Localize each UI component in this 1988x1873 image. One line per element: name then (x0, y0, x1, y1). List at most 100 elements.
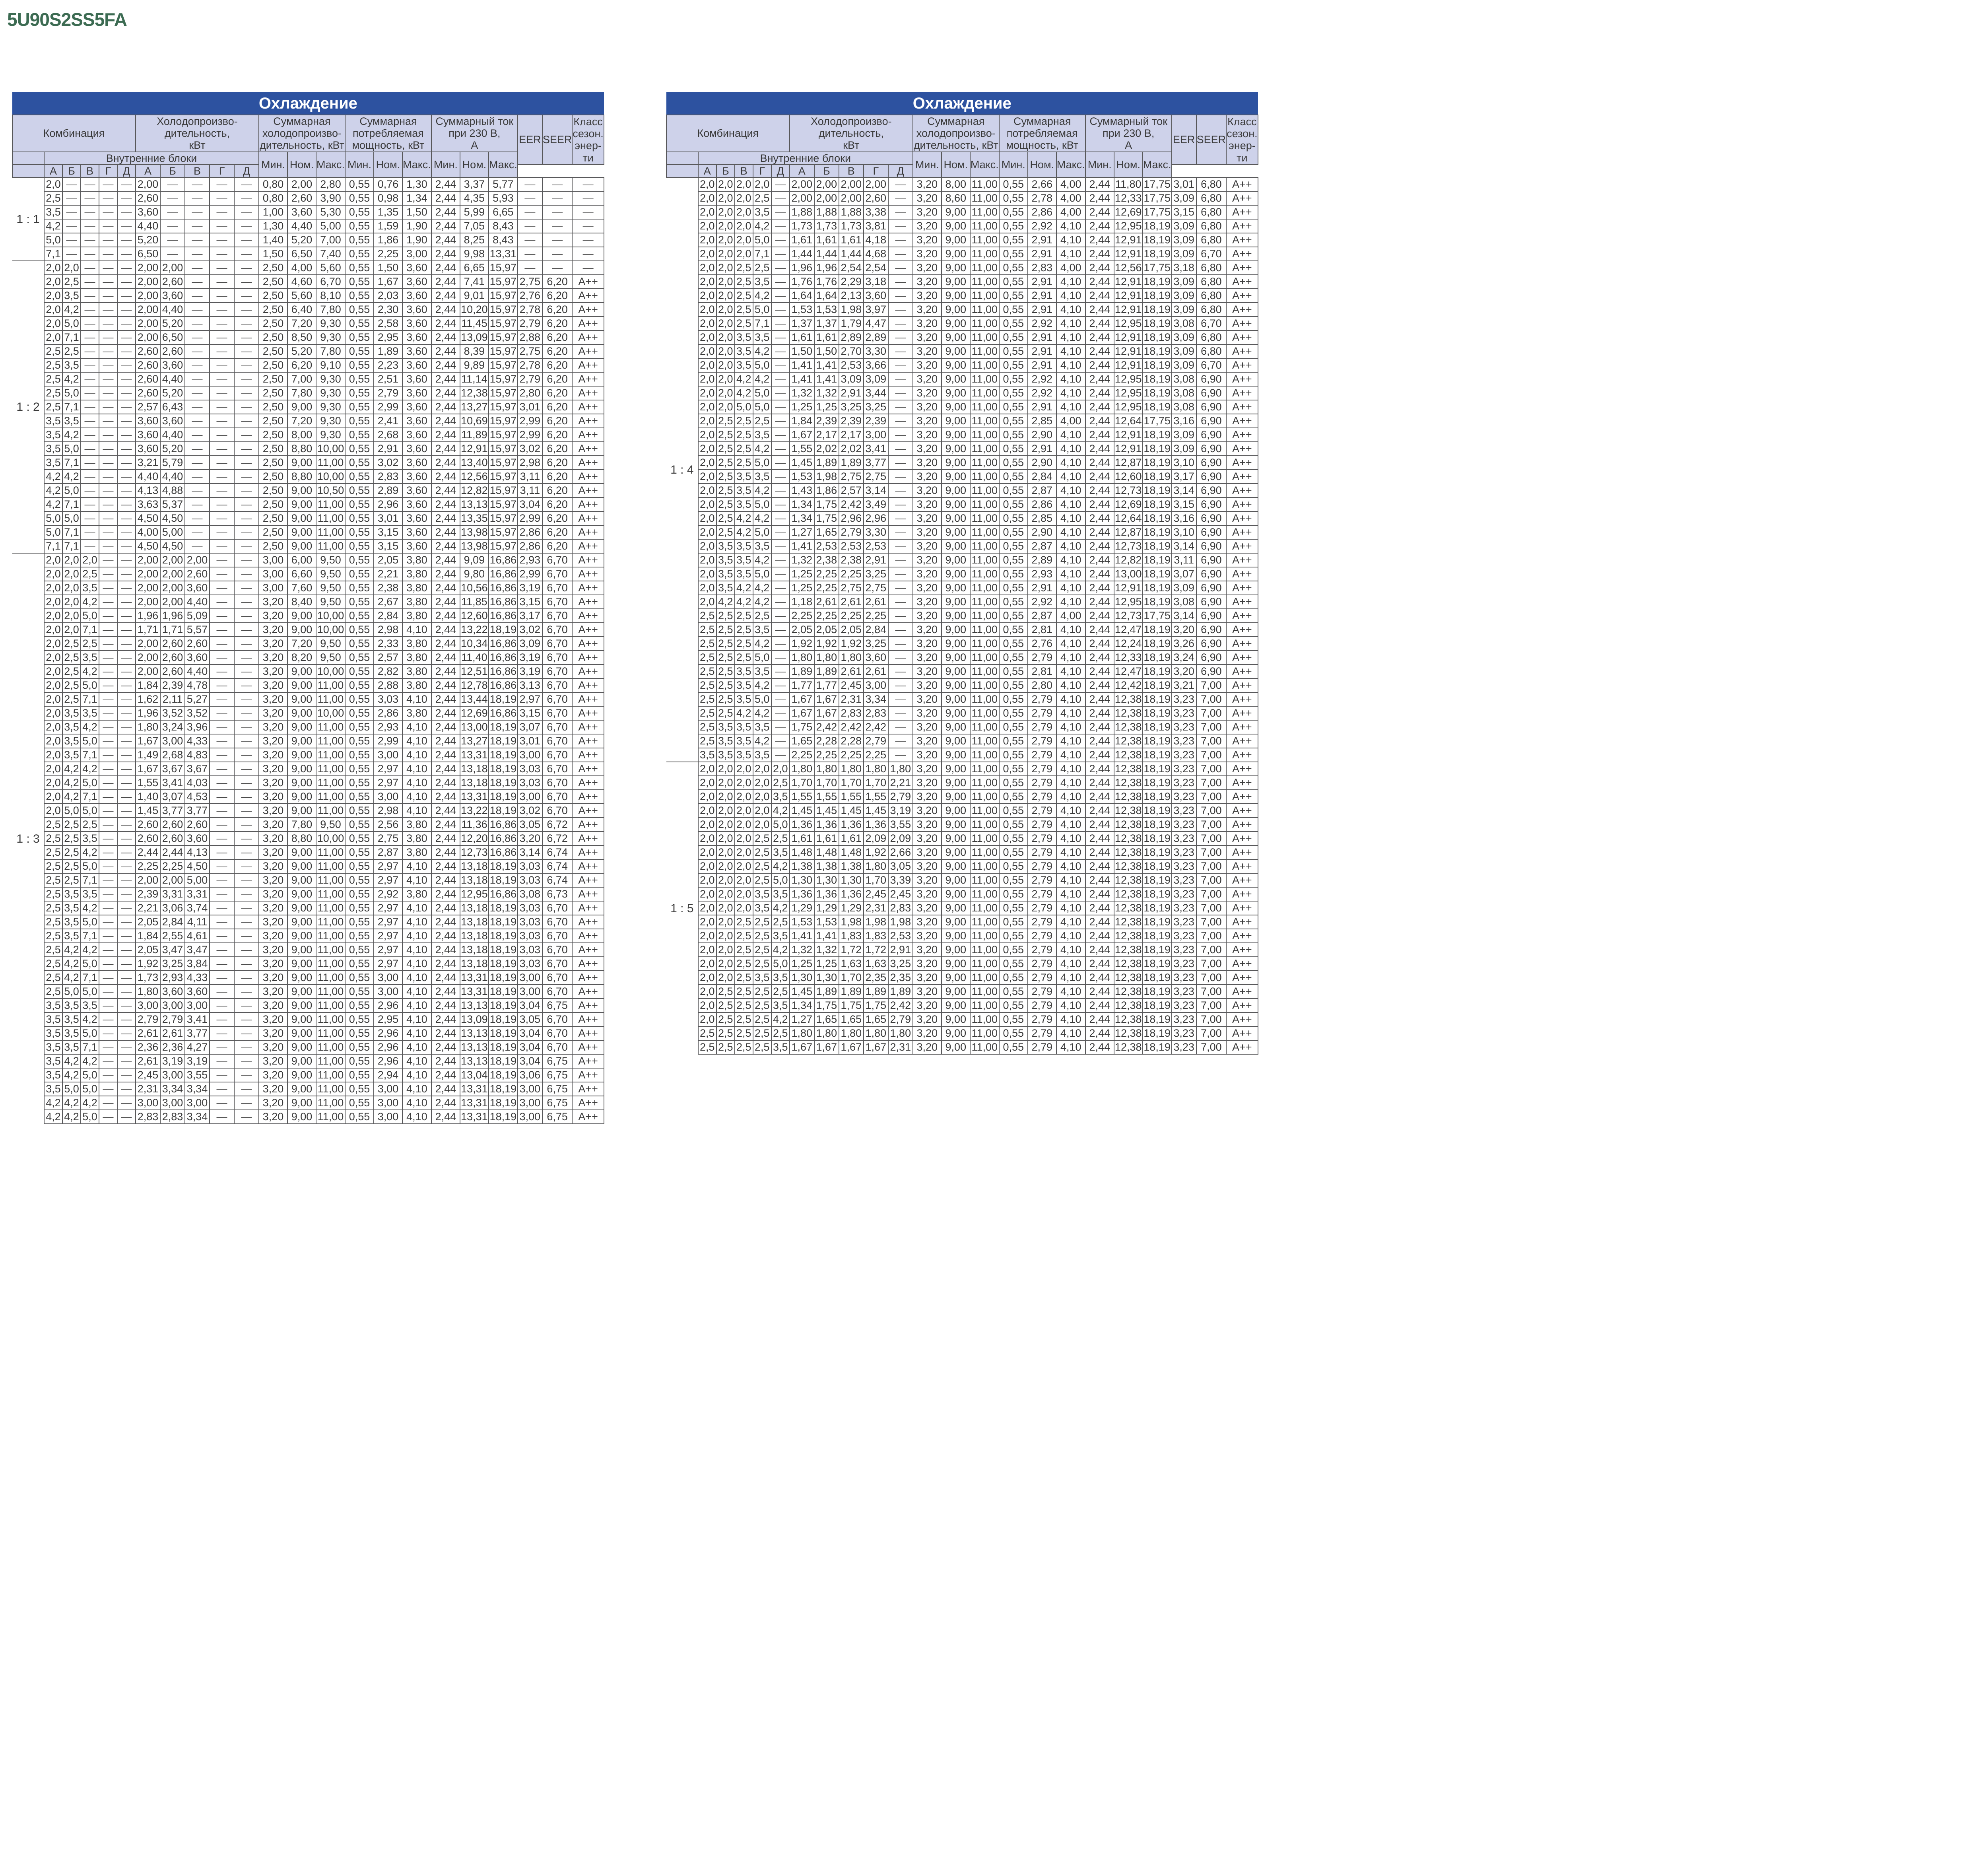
cell: 3,25 (863, 636, 889, 651)
cell: 7,00 (1196, 984, 1227, 999)
cell: 2,83 (863, 706, 889, 721)
cell: 4,2 (771, 901, 790, 916)
cell: 2,25 (863, 608, 889, 624)
table-row: 2,0 3,5— — —2,00 3,60— — —2,50 5,60 8,10 0,55 2,03… (12, 288, 604, 303)
cell: 3,5 (734, 678, 753, 693)
cell: 3,18 (1171, 260, 1197, 276)
cell: — (99, 873, 118, 888)
cell: 9,00 (941, 748, 971, 763)
cell: 12,69 (1113, 497, 1143, 512)
cell: 3,20 (912, 511, 942, 526)
cell: — (887, 260, 913, 276)
cell: 4,50 (160, 539, 185, 554)
cell: 7,00 (1196, 775, 1227, 791)
cell: 4,10 (1056, 553, 1086, 568)
cell: 2,79 (838, 525, 864, 540)
cell: 2,44 (431, 929, 460, 944)
cell: 9,00 (941, 817, 971, 832)
cell: 1,34 (789, 998, 815, 1013)
cell: 11,00 (969, 608, 1000, 624)
header-eer: EER (517, 115, 543, 165)
cell: 3,20 (912, 219, 942, 234)
cell: 2,44 (431, 873, 460, 888)
cell: 13,18 (459, 901, 489, 916)
cell: — (99, 887, 118, 902)
cell: — (771, 748, 790, 763)
cell: A++ (1226, 455, 1258, 470)
cell: 11,00 (316, 845, 346, 860)
cell: — (234, 455, 259, 470)
cell: 3,20 (258, 608, 288, 624)
cell: 10,34 (459, 636, 489, 651)
cell: 6,90 (1196, 664, 1227, 679)
cell: 10,00 (316, 441, 346, 457)
cell: A++ (572, 803, 604, 818)
cell: 2,5 (698, 678, 717, 693)
cell: 2,0 (698, 358, 717, 373)
cell: 3,23 (1171, 1026, 1197, 1041)
cell: — (771, 316, 790, 331)
cell: 9,00 (941, 887, 971, 902)
cell: 2,44 (431, 942, 460, 958)
cell: 2,5 (734, 288, 753, 303)
cell: 11,89 (459, 427, 489, 443)
table-row: 2,5 4,2 5,0— —1,92 3,25 3,84— —3,20 9,00 11,00 0,… (12, 956, 604, 971)
cell: 3,20 (912, 595, 942, 610)
cell: — (209, 734, 235, 749)
cell: 3,20 (912, 984, 942, 999)
cell: 2,5 (734, 455, 753, 470)
cell: 1,64 (789, 288, 815, 303)
cell: — (99, 650, 118, 665)
cell: 2,44 (431, 748, 460, 763)
cell: 3,20 (912, 205, 942, 220)
cell: 3,03 (517, 915, 543, 930)
cell: — (99, 358, 118, 373)
cell: — (887, 539, 913, 554)
cell: 2,60 (135, 386, 161, 401)
cell: 1,86 (813, 483, 839, 498)
cell: 2,92 (1027, 316, 1057, 331)
cell: 2,0 (734, 219, 753, 234)
cell: 0,55 (998, 344, 1028, 359)
cell: 8,43 (488, 219, 518, 234)
table-row: 2,0 2,0 2,5 2,5—1,96 1,96 2,54 2,54—3,20 9,00 11… (666, 260, 1258, 276)
cell: 1,41 (789, 539, 815, 554)
cell: — (887, 511, 913, 526)
cell: 2,25 (135, 859, 161, 874)
cell: 2,44 (1085, 956, 1114, 971)
cell: 1,44 (813, 247, 839, 262)
cell: 3,20 (912, 386, 942, 401)
cell: A++ (572, 915, 604, 930)
cell: 1,80 (838, 1026, 864, 1041)
cell: — (62, 191, 81, 206)
cell: — (517, 247, 543, 262)
cell: — (117, 706, 136, 721)
cell: 5,0 (752, 497, 772, 512)
cell: 11,00 (316, 1109, 346, 1125)
cell: — (209, 219, 235, 234)
cell: — (209, 929, 235, 944)
cell: 4,2 (62, 427, 81, 443)
cell: 0,55 (344, 734, 374, 749)
cell: 5,20 (287, 344, 316, 359)
cell: 12,91 (1113, 247, 1143, 262)
cell: 2,44 (431, 274, 460, 289)
cell: 2,5 (716, 678, 735, 693)
cell: 2,03 (373, 288, 403, 303)
cell: 6,00 (287, 553, 316, 568)
cell: 3,5 (62, 929, 81, 944)
cell: 9,00 (941, 706, 971, 721)
cell: 9,01 (459, 288, 489, 303)
cell: 2,45 (838, 678, 864, 693)
cell: 3,00 (160, 1096, 185, 1111)
cell: 3,03 (517, 942, 543, 958)
cell: 0,55 (344, 831, 374, 846)
cell: 9,00 (941, 441, 971, 457)
cell: 11,45 (459, 316, 489, 331)
cell: 0,80 (258, 177, 288, 192)
cell: A++ (1226, 734, 1258, 749)
table-row: 4,2 7,1— — —3,63 5,37— — —2,50 9,00 11,00 0,55 2,9… (12, 497, 604, 512)
cell: 3,20 (912, 998, 942, 1013)
cell: — (887, 734, 913, 749)
cell: 3,20 (912, 483, 942, 498)
